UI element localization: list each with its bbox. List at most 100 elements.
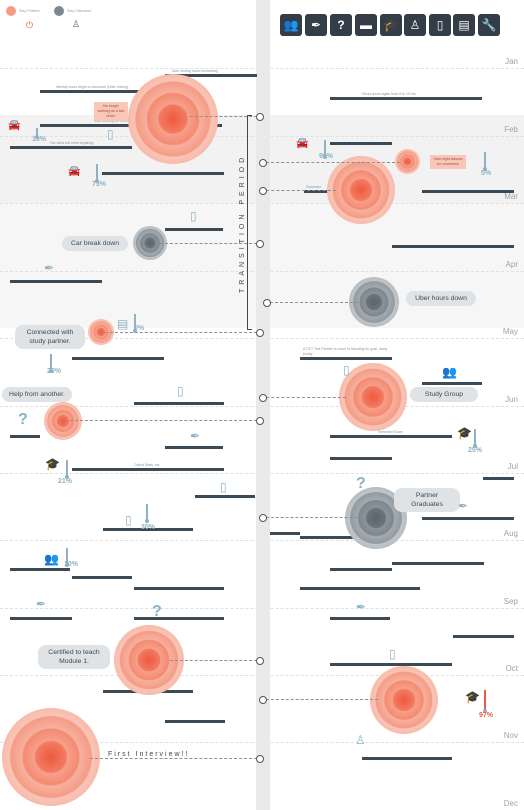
timeline-bar: [330, 617, 390, 620]
graduate-icon: 🎓: [45, 457, 60, 471]
timeline-bar: [10, 280, 102, 283]
phone-icon[interactable]: ▯: [429, 14, 451, 36]
pct-car-left-1: 10%: [32, 136, 47, 143]
timeline-bar: [362, 757, 452, 760]
syringe-icon[interactable]: ✒: [305, 14, 327, 36]
month-jul: Jul: [507, 462, 518, 471]
timeline-bar: [10, 617, 72, 620]
positive-swatch: [6, 6, 16, 16]
timeline-bar: [72, 576, 132, 579]
timeline-bar: [72, 468, 224, 471]
month-jun: Jun: [505, 395, 518, 404]
timeline-node[interactable]: [259, 514, 267, 522]
phone-icon: ▯: [389, 647, 396, 661]
month-jan: Jan: [505, 57, 518, 66]
timeline-node[interactable]: [256, 657, 264, 665]
timeline-bar: [422, 190, 514, 193]
event-certified: Certified to teach Module 1.: [38, 645, 110, 669]
pct-left-jul: 21%: [58, 478, 73, 485]
connector: [190, 116, 257, 117]
month-feb: Feb: [504, 125, 518, 134]
positive-event-blob: [327, 156, 395, 224]
pct-book: 0%: [134, 325, 145, 332]
teacher-icon[interactable]: ♙: [404, 14, 426, 36]
event-uber-hours: Uber hours down: [406, 291, 476, 306]
positive-event-blob: [395, 149, 420, 174]
pct-group-aug: 10%: [64, 561, 79, 568]
connector: [170, 660, 257, 661]
timeline-bar: [72, 357, 164, 360]
timeline-bar: [195, 495, 255, 498]
pct-left-may: 20%: [47, 368, 62, 375]
phone-icon: ▯: [343, 363, 350, 377]
timeline-node[interactable]: [256, 329, 264, 337]
syringe-icon: ✒: [356, 600, 367, 614]
car-icon: 🚘: [296, 138, 309, 149]
legend-positive-label: Stay Positive: [19, 9, 40, 13]
bar-label: Weekly hours begin to decrease (Uber dri…: [56, 85, 129, 89]
car-icon: 🚘: [8, 120, 21, 131]
question-icon: ?: [152, 603, 162, 620]
timeline-bar: [330, 663, 452, 666]
graduate-icon: 🎓: [457, 426, 472, 440]
timeline-bar: [330, 568, 392, 571]
phone-icon: ▯: [220, 480, 227, 494]
graduate-icon[interactable]: 🎓: [380, 14, 402, 36]
bar-label: Start working for a while: [94, 119, 132, 123]
timeline-node[interactable]: [256, 113, 264, 121]
timeline-node[interactable]: [259, 159, 267, 167]
level-bar: [133, 314, 137, 333]
bar-label: Semester: [306, 185, 321, 189]
event-study-group: Study Group: [410, 387, 478, 402]
transition-bracket: [247, 115, 252, 330]
group-icon: 👥: [44, 552, 59, 566]
timeline-node[interactable]: [256, 240, 264, 248]
timeline-bar: [165, 74, 257, 77]
level-bar: [483, 690, 487, 713]
timeline-node[interactable]: [259, 394, 267, 402]
group-icon[interactable]: 👥: [280, 14, 302, 36]
timeline-bar: [453, 635, 514, 638]
connector: [270, 302, 358, 303]
level-bar: [65, 460, 69, 479]
wrench-icon[interactable]: 🔧: [478, 14, 500, 36]
level-bar: [323, 140, 327, 159]
timeline-node[interactable]: [259, 696, 267, 704]
bar-label: Uber driving hours increasing: [172, 69, 218, 73]
timeline-node[interactable]: [256, 755, 264, 763]
positive-event-blob: [370, 666, 438, 734]
transition-period-label: TRANSITION PERIOD: [239, 153, 246, 293]
car-icon[interactable]: ▬: [355, 14, 377, 36]
teacher-icon: ♙: [355, 733, 366, 747]
connector: [160, 243, 257, 244]
month-dec: Dec: [503, 799, 518, 808]
timeline-bar: [483, 477, 514, 480]
positive-event-blob: [44, 402, 82, 440]
syringe-icon: ✒: [44, 261, 55, 275]
level-bar: [483, 152, 487, 171]
timeline-bar: [330, 97, 482, 100]
distracted-swatch: [54, 6, 64, 16]
graduate-icon: 🎓: [465, 690, 480, 704]
connector: [70, 420, 257, 421]
timeline-spine: [256, 0, 270, 810]
timeline-bar: [300, 536, 360, 539]
timeline-bar: [300, 587, 420, 590]
bar-label: Semester Exam: [378, 430, 403, 434]
timeline-bar: [330, 457, 392, 460]
connector: [266, 397, 346, 398]
timeline-bar: [102, 172, 224, 175]
timeline-bar: [134, 617, 224, 620]
timeline-node[interactable]: [263, 299, 271, 307]
level-bar: [473, 429, 477, 448]
timeline-node[interactable]: [256, 417, 264, 425]
event-first-interview: First Interview!!: [108, 751, 190, 758]
positive-event-blob: [2, 708, 100, 806]
phone-icon: ▯: [107, 127, 114, 141]
timeline-node[interactable]: [259, 187, 267, 195]
connector: [105, 332, 257, 333]
question-icon[interactable]: ?: [330, 14, 352, 36]
timeline-bar: [392, 245, 514, 248]
phone-icon: ▯: [125, 513, 132, 527]
book-icon[interactable]: ▤: [453, 14, 475, 36]
